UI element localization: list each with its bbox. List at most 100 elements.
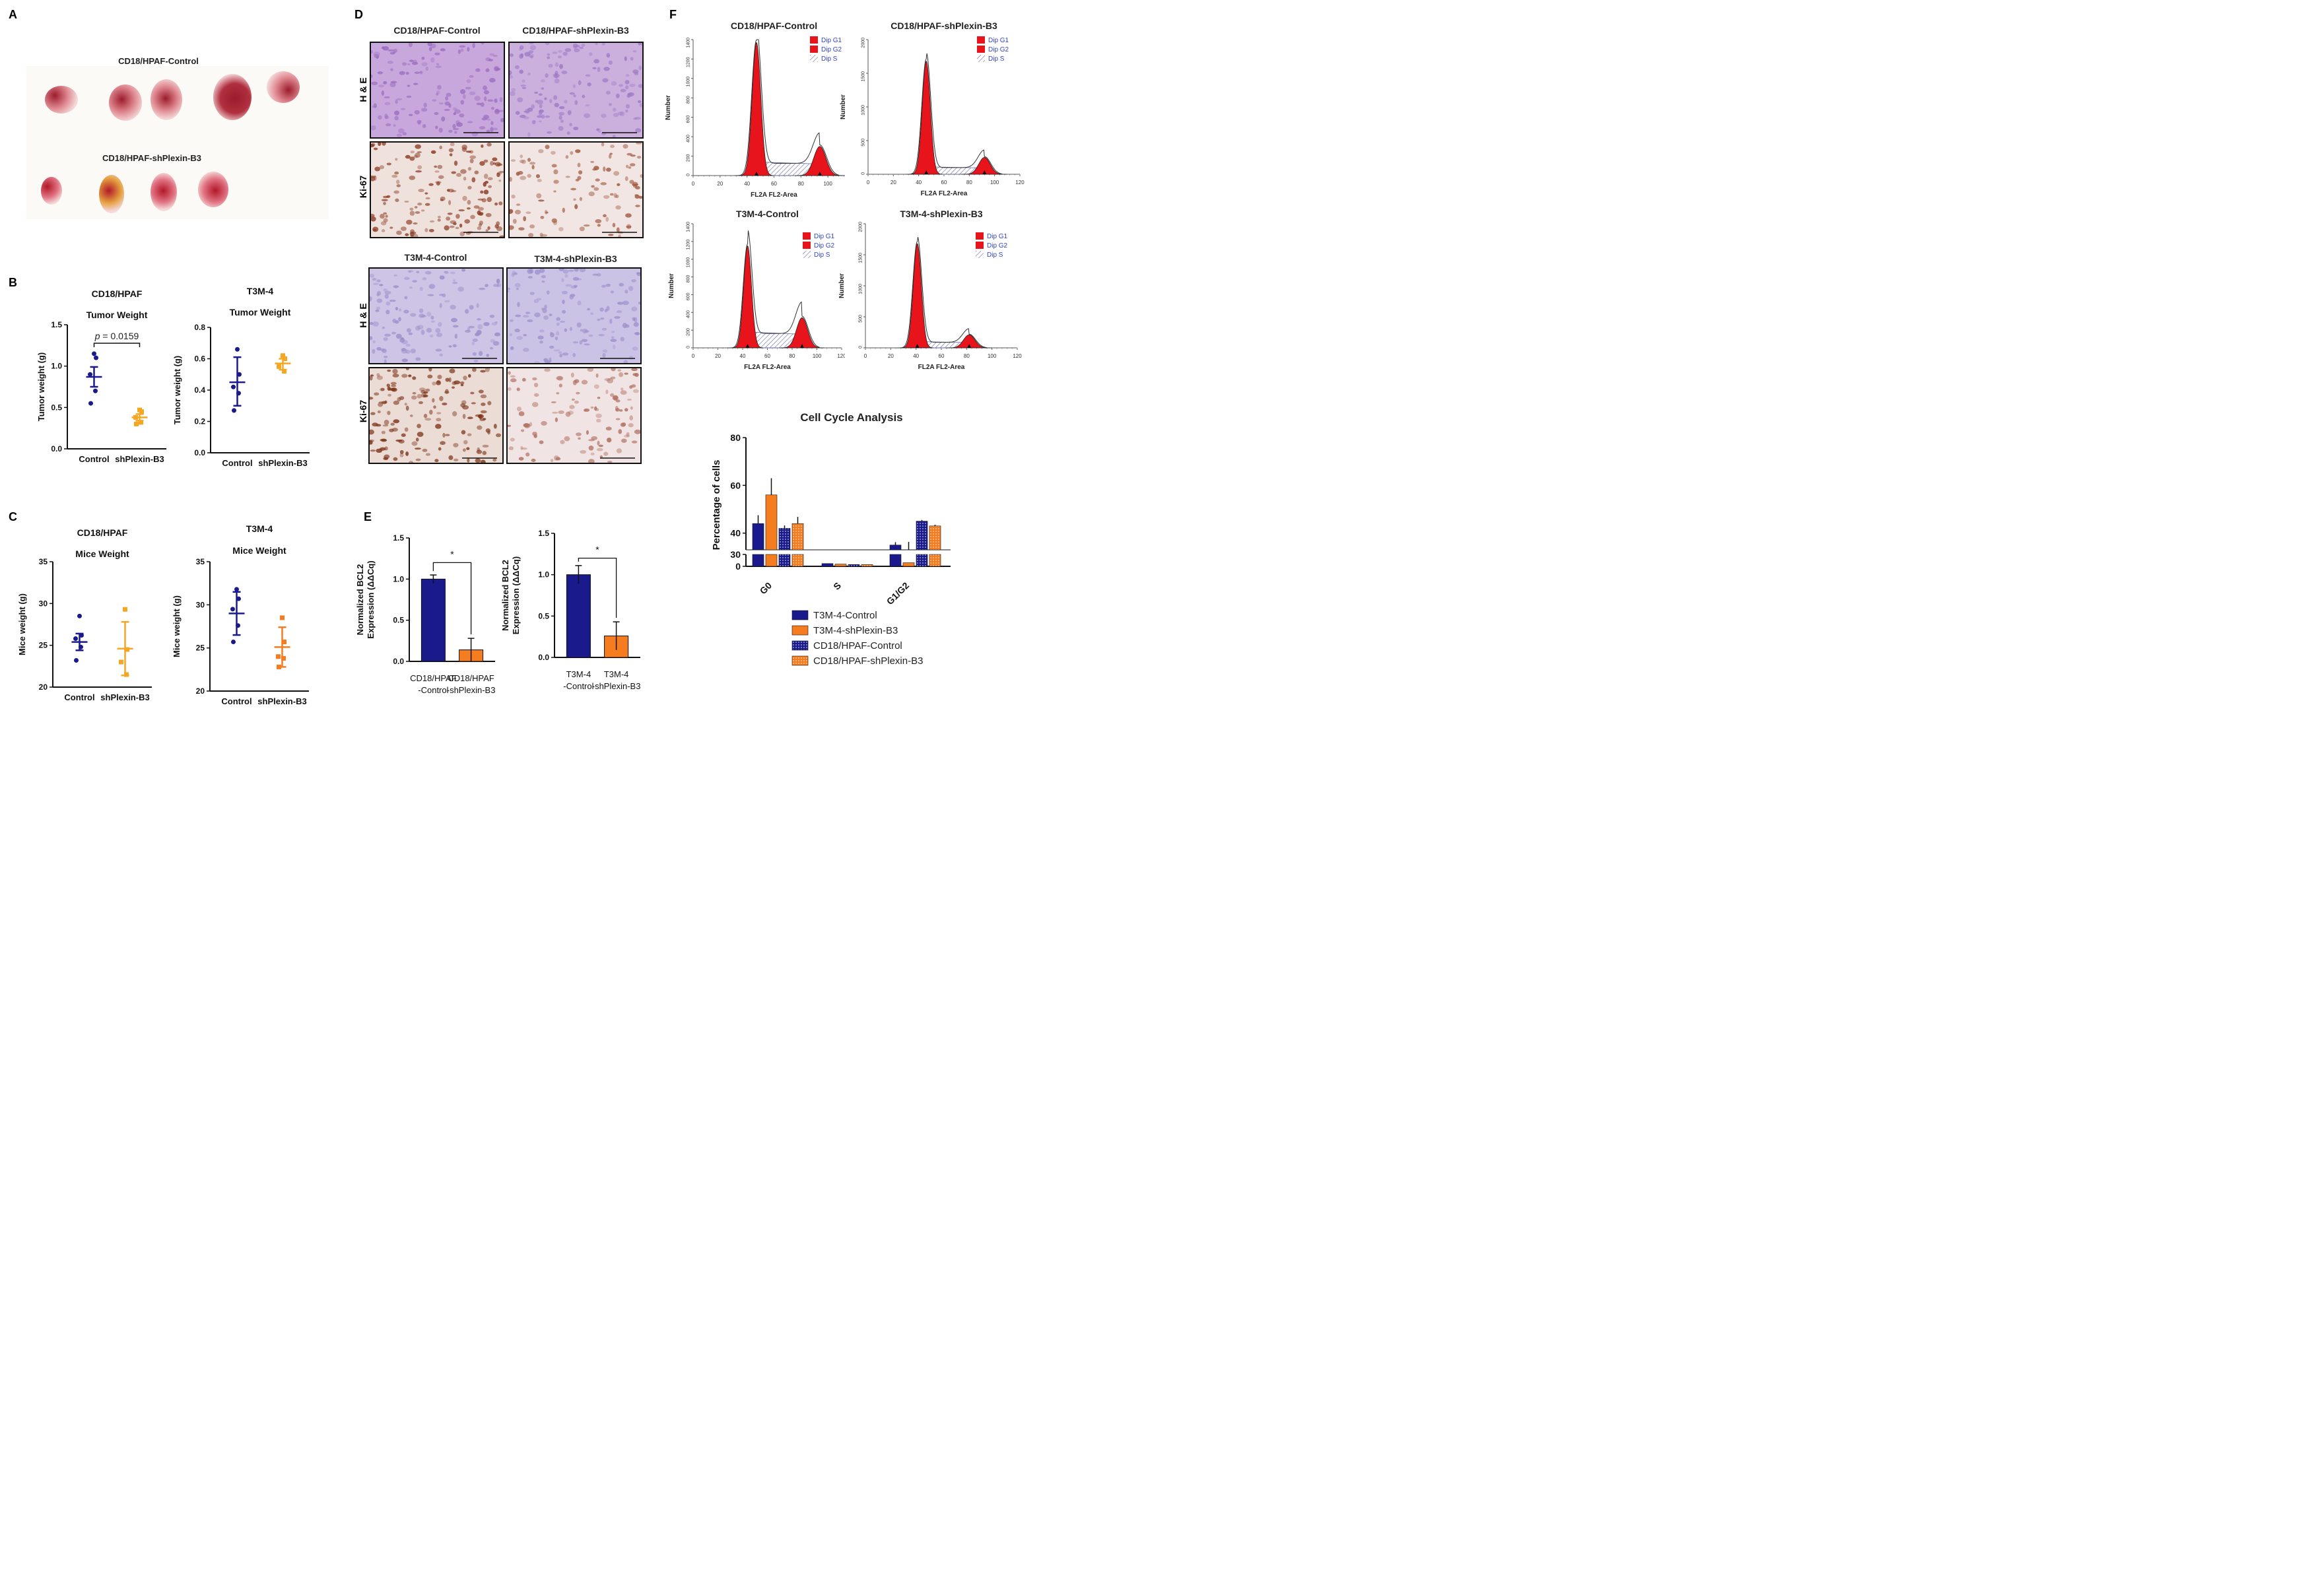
- cell-nucleus: [450, 143, 455, 147]
- cell-nucleus: [405, 71, 409, 75]
- cell-nucleus: [432, 99, 437, 102]
- cell-nucleus: [379, 284, 384, 286]
- legend-swatch: [791, 610, 809, 620]
- cell-nucleus: [410, 234, 414, 237]
- cell-nucleus: [430, 57, 435, 63]
- cell-nucleus: [569, 327, 572, 331]
- cell-nucleus: [631, 440, 638, 444]
- chart-title-line2: Tumor Weight: [230, 307, 291, 317]
- cell-nucleus: [396, 133, 402, 137]
- chart-b2-tumor-weight-t3m4: T3M-4 Tumor Weight 0.0 0.2 0.4 0.6 0.8 Tumor we…: [172, 286, 310, 468]
- cell-nucleus: [372, 340, 376, 344]
- y-tick-label: 500: [861, 139, 866, 147]
- cell-nucleus: [449, 225, 455, 228]
- y-tick-label: 800: [687, 96, 691, 104]
- cell-nucleus: [596, 448, 603, 451]
- cell-nucleus: [634, 317, 638, 323]
- data-point: [94, 355, 98, 360]
- y-axis-label: Percentage of cells: [711, 460, 722, 550]
- cell-nucleus: [457, 286, 464, 292]
- cell-nucleus: [372, 349, 376, 354]
- cell-nucleus: [613, 171, 620, 176]
- cell-nucleus: [408, 114, 413, 116]
- cell-nucleus: [428, 183, 434, 186]
- cell-nucleus: [556, 322, 560, 326]
- cell-nucleus: [572, 84, 576, 88]
- x-tick-label-line1: CD18/HPAF: [410, 673, 457, 683]
- cell-nucleus: [552, 51, 558, 54]
- x-tick-label: 80: [798, 181, 804, 187]
- cell-nucleus: [619, 409, 623, 412]
- cell-nucleus: [602, 78, 609, 83]
- cell-nucleus: [401, 62, 407, 66]
- cell-nucleus: [415, 211, 420, 215]
- cell-nucleus: [574, 204, 578, 209]
- cell-nucleus: [615, 205, 621, 210]
- cell-nucleus: [390, 81, 397, 84]
- x-tick-label: Control: [64, 692, 94, 702]
- cell-nucleus: [466, 447, 470, 450]
- cell-nucleus: [549, 314, 553, 317]
- cell-nucleus: [525, 108, 530, 114]
- cell-nucleus: [429, 220, 435, 223]
- cell-nucleus: [555, 457, 561, 461]
- cell-nucleus: [631, 306, 638, 312]
- cell-nucleus: [396, 180, 400, 184]
- cell-nucleus: [471, 177, 476, 183]
- cell-nucleus: [405, 344, 411, 347]
- cell-nucleus: [385, 215, 388, 218]
- cell-nucleus: [399, 396, 405, 400]
- data-point: [281, 353, 285, 358]
- cell-nucleus: [523, 423, 531, 428]
- cell-nucleus: [609, 193, 614, 196]
- cell-nucleus: [593, 187, 599, 191]
- cell-nucleus: [610, 145, 615, 149]
- x-tick-label: shPlexin-B3: [257, 696, 306, 706]
- cell-nucleus: [492, 284, 500, 287]
- cell-nucleus: [450, 317, 457, 323]
- cell-nucleus: [531, 458, 536, 462]
- cell-nucleus: [582, 94, 586, 98]
- cell-nucleus: [370, 449, 376, 452]
- cell-nucleus: [477, 198, 484, 201]
- cell-nucleus: [371, 143, 375, 148]
- cell-nucleus: [621, 387, 624, 391]
- cell-nucleus: [485, 213, 492, 217]
- x-tick-label-line2: -shPlexin-B3: [447, 685, 496, 695]
- cell-nucleus: [597, 67, 601, 73]
- cell-nucleus: [589, 52, 593, 56]
- tumor-shplexin: [151, 173, 177, 211]
- cell-nucleus: [406, 95, 412, 98]
- cell-nucleus: [597, 128, 601, 133]
- y-tick-label: 1200: [687, 57, 691, 67]
- chart-title-line1: CD18/HPAF: [92, 288, 143, 299]
- cell-nucleus: [579, 197, 583, 201]
- cell-nucleus: [384, 114, 388, 119]
- cell-nucleus: [612, 135, 616, 137]
- cell-nucleus: [378, 84, 385, 88]
- cell-nucleus: [395, 158, 398, 161]
- y-tick-label: 600: [687, 116, 691, 123]
- cell-nucleus: [477, 318, 481, 321]
- cell-nucleus: [487, 226, 490, 230]
- cell-nucleus: [617, 111, 623, 116]
- cell-nucleus: [415, 437, 419, 442]
- cell-nucleus: [529, 224, 535, 229]
- cell-nucleus: [578, 170, 583, 175]
- bar-lower: [791, 554, 804, 567]
- y-axis-label-line1: Normalized BCL2: [502, 560, 510, 631]
- cell-nucleus: [620, 337, 624, 342]
- cell-nucleus: [404, 403, 407, 406]
- cell-nucleus: [424, 418, 432, 421]
- cell-nucleus: [408, 270, 412, 273]
- legend-swatch: [803, 232, 811, 240]
- cell-nucleus: [487, 99, 494, 102]
- cell-nucleus: [476, 329, 482, 335]
- cell-nucleus: [387, 369, 391, 372]
- envelope-line: [735, 39, 839, 176]
- cell-nucleus: [430, 43, 436, 49]
- cell-nucleus: [444, 108, 450, 112]
- legend-label: CD18/HPAF-shPlexin-B3: [813, 655, 923, 667]
- cell-nucleus: [424, 271, 432, 275]
- cell-nucleus: [562, 310, 566, 314]
